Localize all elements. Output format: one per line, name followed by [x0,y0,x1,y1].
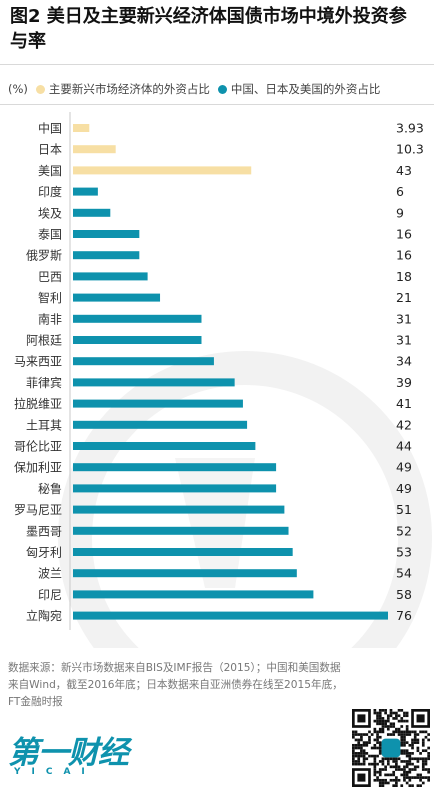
value-label: 43 [396,163,412,178]
bar [73,590,314,599]
legend-divider [0,104,434,105]
bar [73,526,289,535]
unit-label: (%) [8,82,28,96]
value-label: 9 [396,205,404,220]
value-label: 18 [396,269,412,284]
value-label: 6 [396,184,404,199]
value-label: 76 [396,608,412,623]
value-label: 49 [396,460,412,475]
value-label: 10.3 [396,142,424,157]
bar [73,230,140,238]
value-label: 41 [396,396,412,411]
value-label: 42 [396,417,412,432]
bar [73,336,202,344]
bar [73,314,202,323]
value-label: 39 [396,375,412,390]
category-label: 阿根廷 [26,334,62,348]
value-label: 44 [396,439,412,454]
value-label: 21 [396,290,412,305]
yicai-logo: 第一财经 YICAI [8,736,158,782]
bar [73,569,297,578]
bar [73,548,293,556]
category-label: 日本 [38,143,62,157]
legend-swatch-cjus [217,84,227,94]
legend-item-emerging: 主要新兴市场经济体的外资占比 [35,81,210,97]
legend-swatch-emerging [35,84,45,94]
value-label: 31 [396,333,412,348]
chart-title: 图2 美日及主要新兴经济体国债市场中境外投资参与率 [10,6,407,52]
bar [73,145,116,154]
category-label: 立陶宛 [26,608,62,623]
legend: (%) 主要新兴市场经济体的外资占比 中国、日本及美国的外资占比 [8,81,434,97]
value-label: 52 [396,523,412,538]
category-label: 印度 [38,184,62,199]
logo-text: 第一财经 [8,735,129,771]
bar [73,208,111,217]
source-note: 数据来源：新兴市场数据来自BIS及IMF报告（2015）；中国和美国数据来自Wi… [8,662,343,708]
category-label: 土耳其 [26,418,62,432]
category-label: 拉脱维亚 [14,396,62,411]
value-label: 3.93 [396,121,424,136]
category-label: 俄罗斯 [26,249,62,263]
bar [73,166,252,175]
category-label: 罗马尼亚 [14,503,62,517]
category-label: 印尼 [38,588,62,602]
bar [73,293,161,302]
legend-label-cjus: 中国、日本及美国的外资占比 [230,82,381,96]
bar [73,442,256,450]
category-label: 墨西哥 [26,524,62,538]
qr-code [352,709,430,787]
value-label: 16 [396,248,412,263]
bar [73,420,248,429]
category-label: 美国 [38,164,62,178]
category-label: 波兰 [38,567,62,581]
category-label: 泰国 [38,228,62,242]
bar [73,611,388,620]
value-label: 16 [396,227,412,242]
category-label: 巴西 [38,270,62,284]
bar-chart: 中国 3.93 日本 10.3 美国 43 印度 6 埃及 9 泰国 16 俄罗斯 16 巴西 18 智利 21 南… [14,112,432,648]
bar [73,399,243,408]
value-label: 51 [396,502,412,517]
category-label: 秘鲁 [38,482,62,496]
category-label: 匈牙利 [26,546,62,560]
bar [73,124,90,132]
bar [73,505,285,514]
bar [73,187,98,196]
bar [73,272,148,281]
bar [73,378,235,387]
title-divider [0,64,434,65]
legend-label-emerging: 主要新兴市场经济体的外资占比 [48,82,210,96]
value-label: 53 [396,545,412,560]
category-label: 保加利亚 [14,461,62,475]
category-label: 哥伦比亚 [14,439,62,454]
category-label: 菲律宾 [26,375,62,390]
logo-subtext: YICAI [14,767,96,777]
value-label: 58 [396,587,412,602]
value-label: 31 [396,311,412,326]
bar [73,463,277,472]
category-label: 埃及 [38,206,62,220]
legend-item-cjus: 中国、日本及美国的外资占比 [217,81,381,97]
category-label: 智利 [38,290,62,305]
value-label: 34 [396,354,412,369]
category-label: 马来西亚 [14,355,62,369]
category-label: 南非 [38,311,62,326]
value-label: 49 [396,481,412,496]
category-label: 中国 [38,121,62,136]
value-label: 54 [396,566,412,581]
bar [73,251,140,260]
bar [73,484,277,493]
bar [73,357,214,366]
